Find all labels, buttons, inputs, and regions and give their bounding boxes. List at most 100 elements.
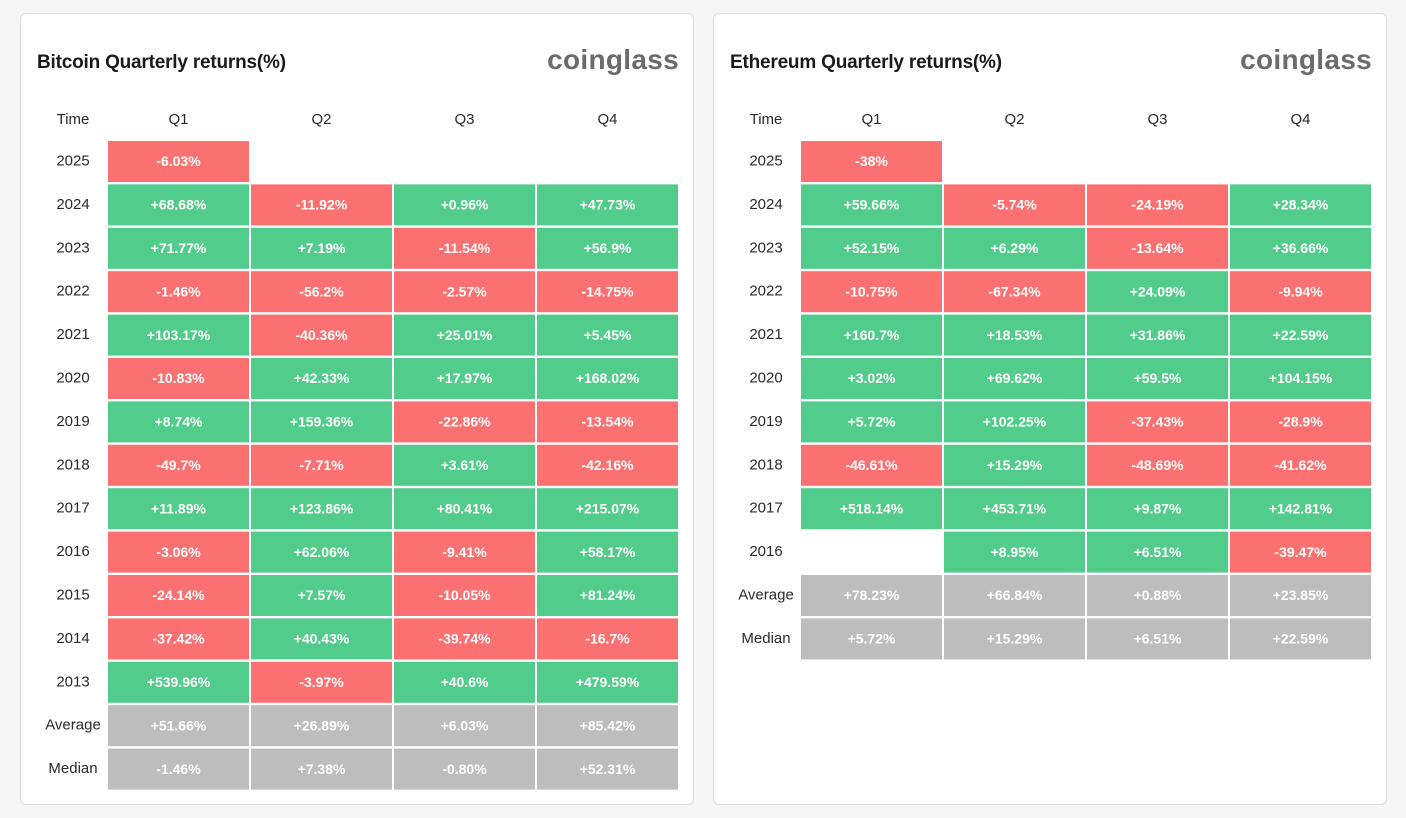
cell-2020-q4 xyxy=(1230,358,1371,399)
cell-value-2019-q4: -28.9% xyxy=(1278,414,1323,430)
cell-value-2015-q1: -24.14% xyxy=(152,587,205,603)
cell-average-q4 xyxy=(537,705,678,747)
cell-value-2017-q3: +9.87% xyxy=(1134,500,1182,516)
row-label-2019: 2019 xyxy=(749,413,782,430)
cell-2016-q3 xyxy=(394,531,535,573)
cell-2017-q1 xyxy=(108,488,249,530)
cell-2023-q3 xyxy=(394,227,535,269)
cell-value-average-q2: +26.89% xyxy=(294,717,350,733)
cell-value-2019-q2: +102.25% xyxy=(983,414,1047,430)
header-q1: Q1 xyxy=(168,111,188,128)
row-label-median: Median xyxy=(48,760,97,777)
cell-value-2018-q3: +3.61% xyxy=(441,457,489,473)
ethereum-returns-panel: Ethereum Quarterly returns(%) coinglass … xyxy=(713,13,1387,805)
cell-2020-q2 xyxy=(251,358,392,399)
bitcoin-panel-title: Bitcoin Quarterly returns(%) xyxy=(37,52,286,73)
row-label-2016: 2016 xyxy=(749,543,782,560)
cell-value-2021-q3: +25.01% xyxy=(437,327,493,343)
cell-2022-q4 xyxy=(537,271,678,313)
cell-value-2024-q3: -24.19% xyxy=(1131,197,1184,213)
cell-value-2017-q3: +80.41% xyxy=(437,500,493,516)
cell-2016-q4 xyxy=(1230,531,1371,573)
header-q4: Q4 xyxy=(1290,111,1310,128)
cell-2017-q3 xyxy=(1087,488,1228,530)
cell-2018-q3 xyxy=(1087,444,1228,486)
cell-value-2016-q2: +8.95% xyxy=(991,544,1039,560)
cell-2023-q3 xyxy=(1087,227,1228,269)
cell-2017-q3 xyxy=(394,488,535,530)
cell-value-2021-q4: +22.59% xyxy=(1273,327,1329,343)
cell-value-2021-q2: +18.53% xyxy=(987,327,1043,343)
cell-value-2016-q4: +58.17% xyxy=(580,544,636,560)
cell-value-2024-q2: -11.92% xyxy=(296,197,348,213)
cell-median-q4 xyxy=(537,748,678,790)
cell-2013-q4 xyxy=(537,661,678,703)
cell-value-2013-q1: +539.96% xyxy=(147,674,211,690)
row-label-2019: 2019 xyxy=(56,413,89,430)
cell-2016-q2 xyxy=(251,531,392,573)
cell-value-2023-q2: +6.29% xyxy=(991,240,1039,256)
cell-value-average-q4: +85.42% xyxy=(580,717,636,733)
cell-value-2018-q2: -7.71% xyxy=(299,457,344,473)
row-label-median: Median xyxy=(741,630,790,647)
cell-value-2018-q2: +15.29% xyxy=(987,457,1043,473)
header-time: Time xyxy=(57,111,90,128)
cell-median-q1 xyxy=(108,748,249,790)
cell-value-2016-q3: +6.51% xyxy=(1134,544,1182,560)
row-label-2023: 2023 xyxy=(56,239,89,256)
cell-2019-q1 xyxy=(801,401,942,443)
cell-2015-q2 xyxy=(251,575,392,616)
cell-2021-q4 xyxy=(1230,314,1371,356)
cell-value-2022-q4: -14.75% xyxy=(581,283,634,299)
cell-value-median-q2: +7.38% xyxy=(298,761,346,777)
cell-2024-q1 xyxy=(108,184,249,226)
cell-value-2014-q2: +40.43% xyxy=(294,631,350,647)
cell-2017-q1 xyxy=(801,488,942,530)
cell-2014-q3 xyxy=(394,618,535,660)
cell-2023-q4 xyxy=(1230,227,1371,269)
cell-2021-q2 xyxy=(251,314,392,356)
cell-value-median-q4: +22.59% xyxy=(1273,631,1329,647)
ethereum-returns-table: Time Q1 Q2 Q3 Q4 2025 -38% 2024 +59.66% -5.74% -24… xyxy=(738,111,1371,660)
cell-2013-q1 xyxy=(108,661,249,703)
cell-value-2025-q1: -38% xyxy=(855,153,888,169)
header-time: Time xyxy=(750,111,783,128)
cell-median-q2 xyxy=(944,618,1085,660)
cell-median-q1 xyxy=(801,618,942,660)
cell-2018-q3 xyxy=(394,444,535,486)
header-q4: Q4 xyxy=(597,111,617,128)
cell-value-2014-q1: -37.42% xyxy=(152,631,205,647)
cell-value-2024-q4: +47.73% xyxy=(580,197,636,213)
row-label-2015: 2015 xyxy=(56,586,89,603)
cell-2022-q2 xyxy=(251,271,392,313)
cell-value-2021-q1: +103.17% xyxy=(147,327,211,343)
cell-value-2020-q2: +69.62% xyxy=(987,370,1043,386)
cell-2019-q4 xyxy=(537,401,678,443)
cell-median-q4 xyxy=(1230,618,1371,660)
cell-average-q3 xyxy=(1087,575,1228,616)
cell-average-q4 xyxy=(1230,575,1371,616)
cell-value-2020-q3: +59.5% xyxy=(1134,370,1182,386)
cell-value-2020-q4: +168.02% xyxy=(576,370,640,386)
cell-value-2022-q1: -10.75% xyxy=(845,283,898,299)
row-label-2022: 2022 xyxy=(56,283,89,300)
cell-value-2020-q1: +3.02% xyxy=(848,370,896,386)
cell-2021-q1 xyxy=(801,314,942,356)
cell-value-2022-q1: -1.46% xyxy=(156,283,201,299)
cell-value-2024-q2: -5.74% xyxy=(992,197,1037,213)
row-label-2021: 2021 xyxy=(749,326,782,343)
cell-value-2023-q1: +71.77% xyxy=(151,240,207,256)
cell-value-2017-q1: +518.14% xyxy=(840,500,904,516)
cell-value-2017-q2: +123.86% xyxy=(290,500,354,516)
cell-value-2020-q1: -10.83% xyxy=(152,370,205,386)
cell-2020-q2 xyxy=(944,358,1085,399)
cell-2014-q4 xyxy=(537,618,678,660)
cell-2024-q2 xyxy=(944,184,1085,226)
cell-average-q2 xyxy=(251,705,392,747)
cell-2020-q3 xyxy=(1087,358,1228,399)
cell-2018-q2 xyxy=(944,444,1085,486)
cell-2023-q1 xyxy=(801,227,942,269)
header-q2: Q2 xyxy=(311,111,331,128)
cell-2015-q4 xyxy=(537,575,678,616)
cell-2013-q3 xyxy=(394,661,535,703)
